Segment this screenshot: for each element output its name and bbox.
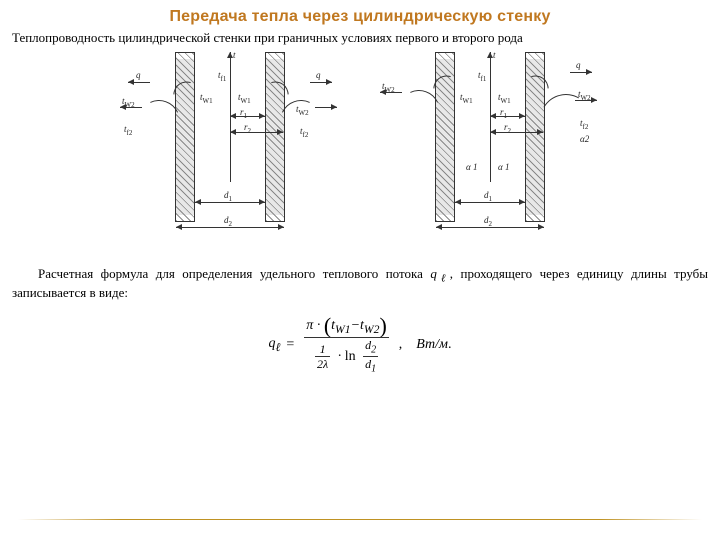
- label-tf1-2: tf1: [478, 70, 486, 83]
- para-q-sub: ℓ: [437, 273, 450, 285]
- arrow-q-r2: [570, 72, 592, 73]
- label-tw1-2b: tW1: [498, 92, 511, 105]
- formula: qℓ = π · (tW1−tW2) 1 2λ · ln d2 d1 , Вт/…: [0, 315, 720, 376]
- dim-r1-2: [490, 116, 525, 117]
- label-q-right: q: [316, 70, 321, 80]
- label-tw2-left: tW2: [122, 96, 135, 109]
- subtitle: Теплопроводность цилиндрической стенки п…: [12, 30, 710, 46]
- label-a1-r: α 1: [498, 162, 509, 172]
- label-q-r2: q: [576, 60, 581, 70]
- title-text: Передача тепла через цилиндрическую стен…: [169, 8, 550, 25]
- paragraph: Расчетная формула для определения удельн…: [12, 266, 708, 301]
- label-d2: d2: [224, 215, 232, 228]
- main-fraction: π · (tW1−tW2) 1 2λ · ln d2 d1: [304, 315, 389, 376]
- label-r1: r1: [240, 107, 247, 120]
- diagram-right: t q tf1 tW1 tW1 r1 r2 tW2 tW2 tf2 α2 α 1…: [380, 52, 600, 252]
- arrow-q-left: [128, 82, 150, 83]
- diagram-area: t q tW2 tf2 tf1 tW1 tW1 r1 r2 q tW2 tf2 …: [0, 52, 720, 252]
- label-r1-2: r1: [500, 107, 507, 120]
- arrow-q-leftpanel-right: [310, 82, 332, 83]
- diagram-left: t q tW2 tf2 tf1 tW1 tW1 r1 r2 q tW2 tf2 …: [120, 52, 340, 252]
- equals: =: [286, 337, 294, 353]
- wall-left: [175, 52, 195, 222]
- wall-right: [265, 52, 285, 222]
- formula-lhs: qℓ: [269, 336, 281, 354]
- denominator: 1 2λ · ln d2 d1: [309, 338, 384, 376]
- arrow-tw2-right: [315, 107, 337, 108]
- label-d1: d1: [224, 190, 232, 203]
- label-tw1-b: tW1: [238, 92, 251, 105]
- dim-r2-2: [490, 132, 543, 133]
- para-prefix: Расчетная формула для определения удельн…: [38, 266, 430, 281]
- label-a1-l: α 1: [466, 162, 477, 172]
- dim-r2-left: [230, 132, 283, 133]
- label-d1-2: d1: [484, 190, 492, 203]
- label-d2-2: d2: [484, 215, 492, 228]
- numerator: π · (tW1−tW2): [304, 315, 389, 337]
- page-title: Передача тепла через цилиндрическую стен…: [0, 8, 720, 26]
- comma: ,: [399, 337, 403, 353]
- label-tf2-left: tf2: [124, 124, 132, 137]
- label-tw2-2l: tW2: [382, 81, 395, 94]
- units: Вт/м: [416, 337, 448, 353]
- decorative-rule: [18, 519, 702, 520]
- label-q-left: q: [136, 70, 141, 80]
- label-t-axis-2: t: [493, 50, 496, 60]
- dim-r1-left: [230, 116, 265, 117]
- label-tf1: tf1: [218, 70, 226, 83]
- label-t-axis: t: [233, 50, 236, 60]
